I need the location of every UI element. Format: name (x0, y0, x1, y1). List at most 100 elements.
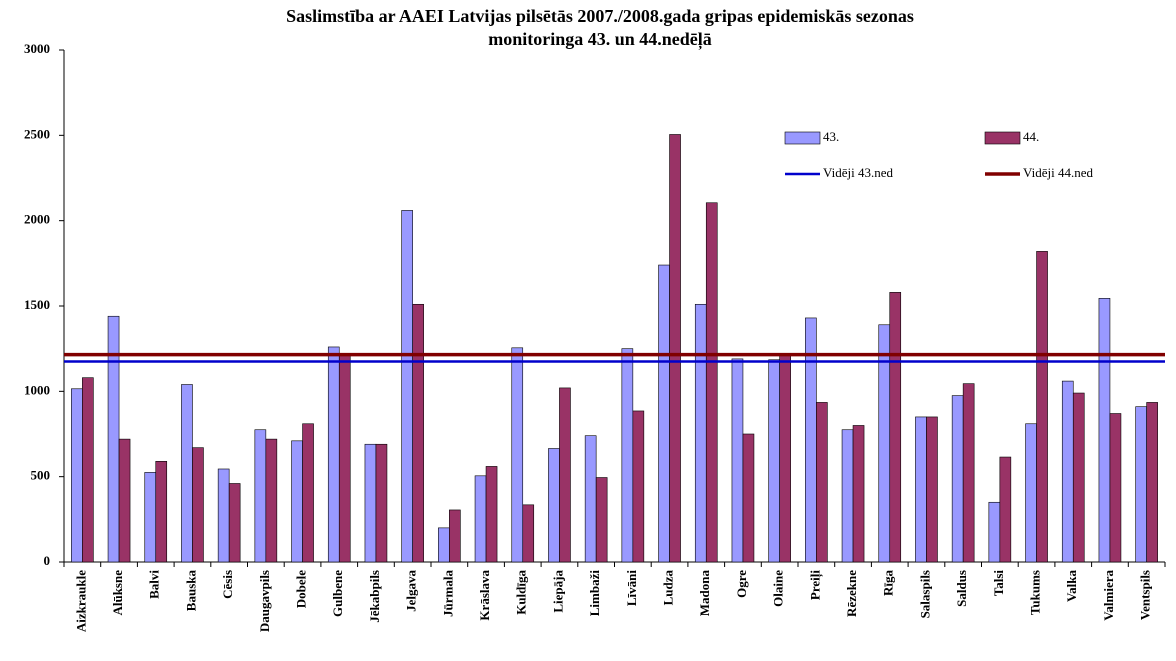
bar (926, 416, 938, 563)
bar (731, 358, 744, 563)
bar (302, 423, 314, 563)
x-tick-label: Jelgava (404, 570, 419, 612)
bar (962, 383, 975, 563)
bar (1098, 298, 1111, 563)
x-tick-label: Saldus (954, 570, 969, 607)
bar (254, 429, 267, 563)
bar (694, 303, 707, 563)
x-tick-label: Jēkabpils (367, 570, 382, 623)
bar (852, 425, 865, 563)
x-tick-label: Tukums (1028, 570, 1043, 615)
bar (511, 347, 524, 563)
x-tick-label: Talsi (991, 570, 1006, 597)
bar (951, 395, 964, 563)
y-tick-label: 1500 (24, 297, 50, 312)
x-tick-label: Daugavpils (257, 570, 272, 632)
x-tick-label: Ogre (734, 570, 749, 598)
x-tick-label: Bauska (183, 570, 198, 612)
bar (548, 448, 560, 563)
y-tick-label: 1000 (24, 382, 50, 397)
x-tick-label: Alūksne (110, 570, 125, 616)
bar (485, 466, 498, 563)
x-tick-label: Valmiera (1101, 570, 1116, 621)
bar (412, 303, 424, 563)
bar (768, 359, 780, 563)
x-tick-label: Valka (1064, 570, 1079, 603)
x-tick-label: Rēzekne (844, 570, 859, 617)
chart-title: monitoringa 43. un 44.nedēļā (488, 29, 712, 50)
bar (71, 388, 83, 563)
bar (192, 447, 204, 563)
bar (632, 410, 645, 563)
legend-swatch (984, 131, 1021, 145)
bar (265, 438, 278, 563)
bar (816, 402, 828, 563)
bar (217, 468, 230, 563)
bar (82, 377, 94, 563)
bar (584, 435, 597, 563)
bar (375, 443, 388, 563)
bar (438, 527, 450, 563)
x-tick-label: Krāslava (477, 570, 492, 621)
x-tick-label: Madona (697, 570, 712, 617)
x-tick-label: Balvi (147, 570, 162, 599)
legend-label: 44. (1023, 129, 1039, 144)
bar (449, 509, 461, 563)
y-tick-label: 0 (44, 553, 51, 568)
chart-title: Saslimstība ar AAEI Latvijas pilsētās 20… (286, 6, 914, 26)
bar (559, 387, 571, 563)
x-tick-label: Rīga (881, 570, 896, 597)
bar (1061, 380, 1074, 563)
x-tick-label: Gulbene (330, 570, 345, 617)
y-tick-label: 2500 (24, 126, 50, 141)
bar (779, 355, 791, 563)
bar (474, 475, 487, 563)
bar (595, 477, 608, 563)
bar (181, 384, 193, 563)
x-tick-label: Liepāja (550, 570, 565, 613)
bar (742, 433, 755, 563)
y-tick-label: 2000 (24, 212, 50, 227)
bar (1146, 402, 1158, 563)
bar (364, 443, 377, 563)
bar (889, 292, 902, 563)
x-tick-label: Dobele (294, 570, 309, 609)
bar (228, 483, 241, 563)
bar (1072, 392, 1085, 563)
bar (669, 134, 681, 563)
bar (658, 264, 670, 563)
bar (338, 354, 351, 563)
bar (705, 202, 718, 563)
x-tick-label: Ventspils (1138, 570, 1153, 620)
x-tick-label: Līvāni (624, 570, 639, 607)
y-tick-label: 500 (31, 468, 51, 483)
legend-label: 43. (823, 129, 839, 144)
bar (841, 429, 854, 563)
x-tick-label: Salaspils (917, 570, 932, 618)
x-tick-label: Aizkraukle (73, 570, 88, 632)
bar (915, 416, 927, 563)
bar (401, 210, 413, 563)
legend-swatch (784, 131, 821, 145)
bar (1025, 423, 1037, 563)
x-tick-label: Preiļi (807, 570, 823, 600)
x-tick-label: Kuldīga (514, 570, 529, 615)
bar (999, 456, 1012, 563)
x-tick-label: Ludza (661, 570, 676, 606)
bar (1109, 413, 1122, 563)
bar (291, 440, 303, 563)
bar (144, 472, 157, 563)
bar (522, 504, 535, 563)
bar (155, 461, 168, 563)
bar (621, 348, 634, 563)
x-tick-label: Limbaži (587, 570, 602, 617)
bar (118, 438, 131, 563)
bar (1135, 406, 1147, 563)
bar (1036, 251, 1048, 563)
x-tick-label: Cēsis (220, 570, 235, 599)
y-tick-label: 3000 (24, 41, 50, 56)
legend-label: Vidēji 43.ned (823, 165, 893, 180)
bar (988, 501, 1001, 563)
x-tick-label: Olaine (771, 570, 786, 607)
